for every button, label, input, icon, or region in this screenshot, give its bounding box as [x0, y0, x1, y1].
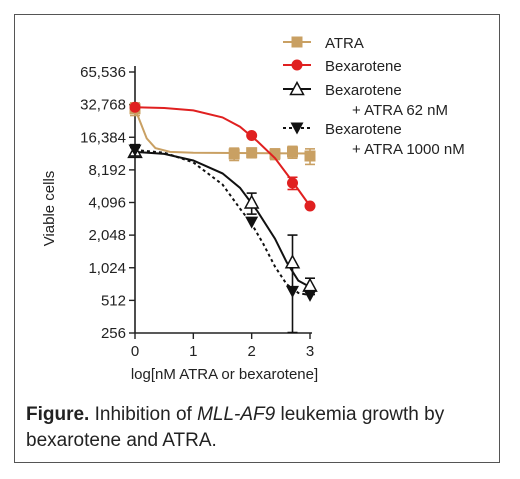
data-point [228, 148, 240, 160]
caption-text-2: leukemia growth by bexarotene and ATRA. [26, 404, 445, 451]
legend-label: + ATRA 1000 nM [352, 141, 465, 158]
data-point [246, 130, 258, 142]
data-point [304, 200, 316, 212]
legend-label: Bexarotene [325, 82, 402, 99]
x-tick-label: 3 [306, 343, 314, 360]
series-2 [127, 143, 318, 334]
y-tick-label: 512 [101, 292, 126, 309]
chart: 256 512 1,024 2,048 4,096 8,192 16,384 32,768 65… [41, 35, 465, 383]
y-tick-label: 8,192 [88, 162, 126, 179]
y-tick-label: 4,096 [88, 195, 126, 212]
data-point [287, 146, 298, 158]
legend-label: ATRA [325, 35, 364, 52]
caption-label: Figure. [26, 404, 90, 425]
y-tick-label: 65,536 [80, 64, 126, 81]
data-point [284, 254, 301, 269]
y-tick-label: 32,768 [80, 97, 126, 114]
series-0 [129, 102, 316, 166]
series-fit-line [134, 150, 311, 288]
data-point [129, 101, 141, 113]
data-point [243, 194, 260, 209]
series-fit-line [134, 149, 311, 297]
data-point [245, 216, 259, 229]
data-point [286, 285, 299, 298]
series-1 [129, 101, 316, 212]
legend-label: + ATRA 62 nM [352, 102, 448, 119]
x-tick-label: 1 [189, 343, 197, 360]
x-tick-label: 2 [247, 343, 255, 360]
legend-marker [291, 36, 303, 48]
legend-label: Bexarotene [325, 58, 402, 75]
legend-marker [289, 80, 305, 96]
y-tick-label: 16,384 [80, 129, 126, 146]
legend-label: Bexarotene [325, 121, 402, 138]
data-point [128, 144, 142, 157]
data-point [303, 289, 317, 302]
legend-marker [290, 122, 304, 135]
series-fit-line [134, 106, 311, 207]
series-3 [128, 143, 317, 302]
legend: ATRA Bexarotene Bexarotene + ATRA 62 nM Bexa… [283, 35, 465, 158]
series-fit-line [134, 108, 311, 155]
data-point [287, 177, 298, 189]
data-point [304, 150, 316, 162]
x-tick-label: 0 [131, 343, 139, 360]
figure-frame [14, 14, 500, 463]
y-axis-label: Viable cells [41, 171, 58, 247]
y-tick-label: 2,048 [88, 227, 126, 244]
data-point [269, 148, 281, 160]
data-point [246, 147, 258, 159]
x-axis-label: log[nM ATRA or bexarotene] [131, 366, 318, 383]
y-tick-label: 1,024 [88, 260, 126, 277]
legend-marker [291, 59, 303, 71]
figure-caption: Figure. Inhibition of MLL-AF9 leukemia g… [26, 402, 496, 454]
y-tick-label: 256 [101, 325, 126, 342]
caption-text-1: Inhibition of [89, 404, 198, 425]
caption-gene: MLL-AF9 [197, 404, 276, 425]
